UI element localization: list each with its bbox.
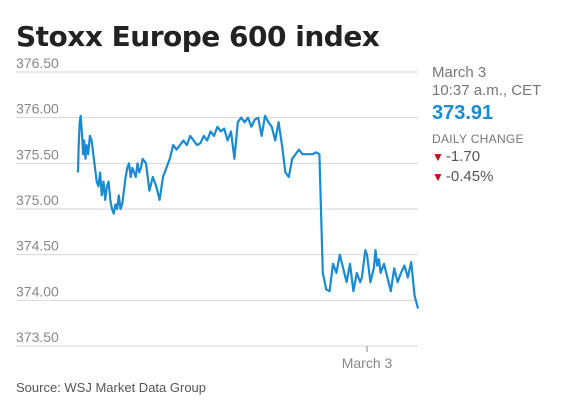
y-tick-label: 374.00 <box>16 283 59 299</box>
info-time: 10:37 a.m., CET <box>432 82 542 99</box>
chart-title: Stoxx Europe 600 index <box>16 20 380 53</box>
source-note: Source: WSJ Market Data Group <box>16 380 207 395</box>
x-axis-ticks: March 3 <box>342 346 393 371</box>
y-tick-label: 376.00 <box>16 101 59 117</box>
y-tick-label: 375.50 <box>16 146 59 162</box>
change-points-row: ▼ -1.70 <box>432 147 572 167</box>
y-tick-label: 374.50 <box>16 238 59 254</box>
change-percent-row: ▼ -0.45% <box>432 167 572 187</box>
y-axis-ticks: 376.50 376.00 375.50 375.00 374.50 374.00 373.… <box>16 55 59 345</box>
x-tick-label: March 3 <box>342 355 393 371</box>
daily-change-label: DAILY CHANGE <box>432 132 524 146</box>
info-date: March 3 <box>432 64 487 81</box>
y-tick-label: 376.50 <box>16 55 59 71</box>
grid-lines <box>16 71 418 347</box>
down-triangle-icon: ▼ <box>432 150 444 164</box>
series-line <box>76 114 420 309</box>
down-triangle-icon: ▼ <box>432 170 444 184</box>
y-tick-label: 373.50 <box>16 329 59 345</box>
change-percent: -0.45% <box>445 168 494 185</box>
y-tick-label: 375.00 <box>16 192 59 208</box>
info-price: 373.91 <box>432 102 494 124</box>
info-panel: March 3 10:37 a.m., CET 373.91 DAILY CHA… <box>432 64 572 187</box>
change-points: -1.70 <box>445 148 481 165</box>
